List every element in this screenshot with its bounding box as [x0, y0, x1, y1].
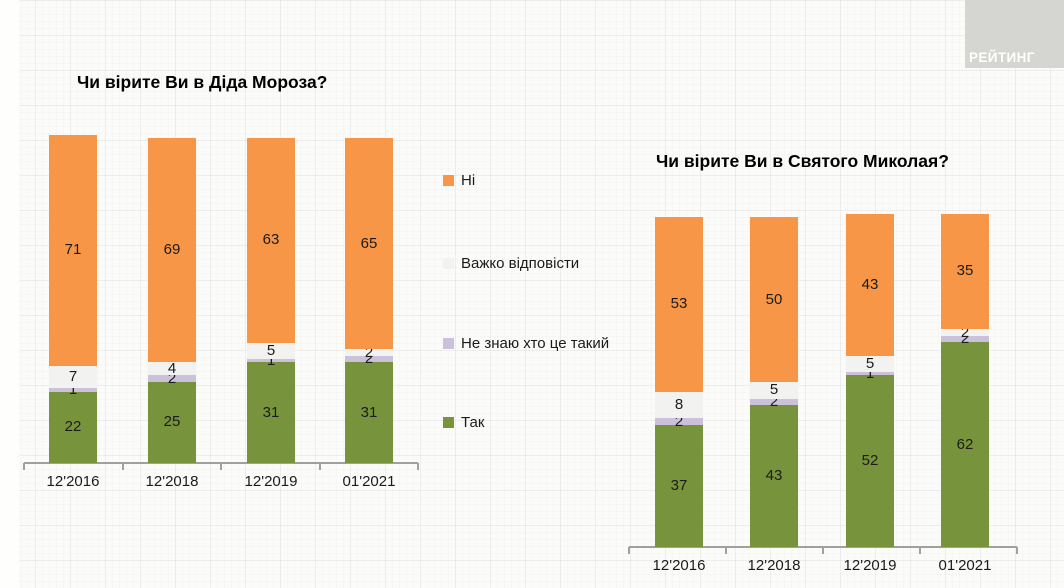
- x-axis-label: 12'2016: [652, 557, 706, 574]
- bar-segment: [49, 134, 97, 366]
- bar-segment: [655, 217, 703, 392]
- bar-segment: [846, 375, 894, 547]
- bar-segment: [148, 138, 196, 363]
- bar-segment: [750, 405, 798, 547]
- x-axis-label: 12'2018: [747, 557, 801, 574]
- bar-segment: [750, 398, 798, 406]
- bar-segment: [941, 329, 989, 336]
- x-axis-tick: [725, 547, 727, 554]
- bar-segment: [247, 359, 295, 363]
- x-axis-tick: [919, 547, 921, 554]
- right-chart-title: Чи вірите Ви в Святого Миколая?: [656, 151, 949, 171]
- bar-segment: [941, 342, 989, 547]
- bar-segment: [345, 355, 393, 363]
- bar-segment: [941, 213, 989, 330]
- legend-swatch-ni: [443, 175, 454, 186]
- x-axis-tick: [23, 463, 25, 470]
- bar-segment: [247, 138, 295, 343]
- chart-sviatyi-mykolai: 37 2 8 53 12'2016 43 2 5 50 12'2018 52 1 5 43 12'2019 6…: [628, 212, 1018, 574]
- x-axis-label: 12'2018: [145, 473, 199, 490]
- x-axis-tick: [628, 547, 630, 554]
- bar-segment: [148, 375, 196, 382]
- bar-segment: [655, 424, 703, 547]
- x-axis-tick: [417, 463, 419, 470]
- legend-item-vazhko: Важко відповісти: [443, 255, 579, 272]
- x-axis-label: 12'2019: [244, 473, 298, 490]
- bar-segment: [148, 381, 196, 463]
- x-axis-label: 01'2021: [938, 557, 992, 574]
- bar-segment: [655, 418, 703, 425]
- bar-segment: [846, 355, 894, 373]
- x-axis-label: 12'2016: [46, 473, 100, 490]
- bar-segment: [49, 388, 97, 392]
- bar-segment: [247, 342, 295, 359]
- x-axis-tick: [318, 463, 321, 470]
- bar-segment: [49, 391, 97, 463]
- bar-segment: [345, 349, 393, 356]
- x-axis-tick: [121, 463, 124, 470]
- chart-did-moroz: 22 1 7 71 12'2016 25 2 4 69 12'2018 31 1 5 63 12'2019 3…: [23, 130, 419, 490]
- legend-item-ne-znaiu: Не знаю хто це такий: [443, 335, 609, 352]
- bar-segment: [750, 382, 798, 399]
- bar-segment: [846, 372, 894, 376]
- legend-label-vazhko: Важко відповісти: [461, 255, 580, 272]
- x-axis-tick: [822, 547, 824, 554]
- legend-label-ne-znaiu: Не знаю хто це такий: [461, 335, 610, 352]
- bar-segment: [247, 362, 295, 463]
- x-axis-tick: [220, 463, 222, 470]
- legend-swatch-ne-znaiu: [443, 338, 454, 349]
- bar-segment: [655, 391, 703, 419]
- chart-legend: Ні Важко відповісти Не знаю хто це такий…: [443, 0, 663, 588]
- rating-logo-text: РЕЙТИНГ: [969, 50, 1035, 65]
- x-axis-label: 12'2019: [843, 557, 897, 574]
- legend-item-ni: Ні: [443, 172, 475, 189]
- legend-label-tak: Так: [461, 414, 485, 431]
- x-axis-label: 01'2021: [342, 473, 396, 490]
- bar-segment: [345, 138, 393, 350]
- rating-logo: РЕЙТИНГ: [965, 0, 1064, 68]
- left-chart-title: Чи вірите Ви в Діда Мороза?: [77, 72, 328, 92]
- bar-segment: [941, 335, 989, 343]
- legend-label-ni: Ні: [461, 172, 476, 189]
- left-margin: [0, 0, 19, 588]
- legend-swatch-vazhko: [443, 258, 454, 269]
- bar-segment: [345, 362, 393, 463]
- bar-segment: [148, 362, 196, 376]
- legend-item-tak: Так: [443, 414, 484, 431]
- x-axis-tick: [1016, 547, 1018, 554]
- bar-segment: [750, 217, 798, 382]
- bar-segment: [49, 365, 97, 389]
- legend-swatch-tak: [443, 417, 454, 428]
- bar-segment: [846, 213, 894, 356]
